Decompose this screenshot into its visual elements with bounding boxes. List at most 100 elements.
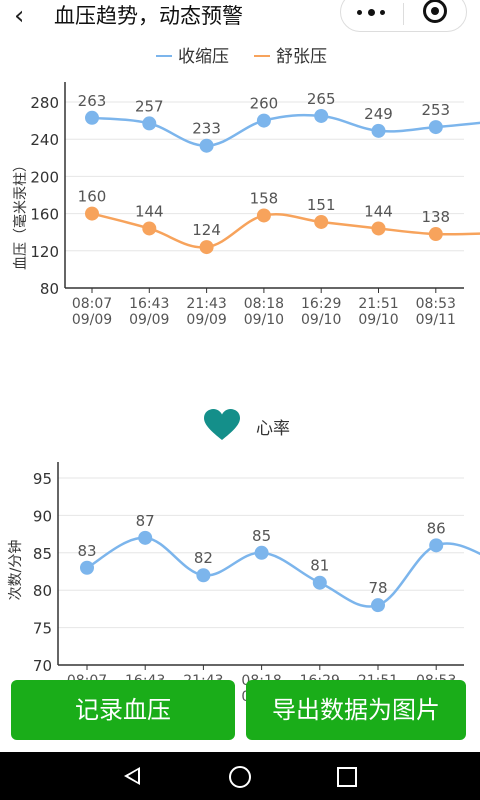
data-label: 160: [78, 188, 107, 206]
data-label: 144: [135, 202, 164, 220]
data-label: 265: [307, 90, 336, 108]
x-tick-label: 09/09: [72, 312, 112, 328]
data-point: [142, 221, 157, 236]
blood-pressure-chart: 收缩压 舒张压 血压（毫米汞柱） 80 120 160 200 240 280 08:07…: [12, 47, 480, 328]
hr-y-axis-title: 次数/分钟: [7, 540, 24, 601]
hr-axes: [57, 462, 464, 670]
series-line: [91, 212, 480, 249]
y-tick-label: 90: [33, 507, 52, 525]
data-label: 81: [310, 557, 329, 575]
x-tick-label: 16:29: [301, 296, 341, 312]
export-image-button[interactable]: 导出数据为图片: [246, 680, 466, 740]
data-label: 260: [250, 95, 279, 113]
legend-diastolic-label[interactable]: 舒张压: [276, 47, 327, 67]
data-point: [254, 545, 269, 560]
x-tick-label: 09/11: [416, 312, 456, 328]
more-dots-icon[interactable]: [357, 5, 389, 19]
bp-legend: 收缩压 舒张压: [156, 47, 327, 67]
data-point: [85, 110, 99, 125]
nav-home-icon[interactable]: [229, 766, 251, 788]
data-label: 82: [194, 549, 213, 567]
x-tick-label: 08:18: [244, 296, 284, 312]
data-label: 85: [252, 527, 271, 545]
x-tick-label: 09/09: [186, 312, 226, 328]
data-label: 124: [192, 221, 221, 239]
data-point: [256, 113, 271, 128]
hr-y-tick-labels: 70 75 80 85 90 95: [33, 470, 52, 675]
data-point: [199, 240, 214, 255]
data-label: 78: [368, 579, 387, 597]
data-label: 257: [135, 97, 164, 115]
x-tick-label: 09/09: [129, 312, 169, 328]
data-point: [371, 221, 386, 236]
x-tick-label: 21:43: [186, 296, 226, 312]
nav-back-icon-inner: [128, 770, 138, 782]
legend-systolic-label[interactable]: 收缩压: [178, 47, 229, 67]
hr-series: 83 87 82 85 81 78 86: [77, 512, 480, 613]
data-label: 87: [136, 512, 155, 530]
y-tick-label: 85: [33, 545, 52, 563]
data-point: [199, 138, 214, 153]
hr-gridlines: [58, 477, 464, 666]
y-tick-label: 80: [40, 280, 59, 298]
data-label: 249: [364, 105, 393, 123]
y-tick-label: 75: [33, 620, 52, 638]
bp-series: 263 257 233 260 265 249 253 160 144 124 158 151 144 1…: [78, 90, 480, 255]
data-point: [142, 116, 157, 131]
data-label: 138: [421, 208, 450, 226]
x-tick-label: 09/10: [244, 312, 284, 328]
data-label: 158: [250, 189, 279, 207]
data-point: [314, 108, 329, 123]
x-tick-label: 09/10: [301, 312, 341, 328]
x-tick-label: 16:43: [129, 296, 169, 312]
system-nav-bar: [0, 752, 480, 800]
data-point: [428, 227, 443, 242]
data-point: [429, 538, 444, 553]
y-tick-label: 280: [30, 94, 59, 112]
y-tick-label: 120: [30, 243, 59, 261]
x-tick-label: 08:53: [416, 296, 456, 312]
x-tick-label: 21:51: [358, 296, 398, 312]
capsule-close-icon[interactable]: [423, 0, 447, 23]
bp-axes: [64, 82, 464, 293]
x-tick-label: 08:07: [72, 296, 112, 312]
capsule-divider: [403, 3, 404, 25]
data-point: [196, 568, 211, 583]
data-point: [256, 208, 271, 223]
y-tick-label: 240: [30, 131, 59, 149]
bp-x-tick-labels: 08:0709/0916:4309/0921:4309/0908:1809/10…: [72, 296, 456, 328]
back-arrow-icon[interactable]: ‹: [14, 1, 25, 31]
data-label: 253: [421, 101, 450, 119]
data-point: [371, 123, 386, 138]
series-line: [91, 113, 480, 147]
data-point: [80, 560, 94, 575]
data-label: 233: [192, 120, 221, 138]
data-point: [312, 575, 327, 590]
series-line: [86, 536, 480, 608]
y-tick-label: 70: [33, 657, 52, 675]
nav-recent-icon[interactable]: [337, 767, 357, 787]
bp-y-tick-labels: 80 120 160 200 240 280: [30, 94, 59, 298]
heart-rate-header: 心率: [0, 400, 480, 450]
y-tick-label: 200: [30, 168, 59, 186]
y-tick-label: 160: [30, 206, 59, 224]
bp-y-axis-title: 血压（毫米汞柱）: [12, 158, 29, 270]
heart-icon: [204, 409, 240, 440]
mini-program-capsule: [340, 0, 467, 32]
data-point: [138, 530, 153, 545]
page-title: 血压趋势，动态预警: [54, 4, 243, 28]
heart-rate-title: 心率: [256, 419, 290, 439]
data-label: 151: [307, 196, 336, 214]
data-point: [428, 120, 443, 135]
x-tick-label: 09/10: [358, 312, 398, 328]
y-tick-label: 80: [33, 582, 52, 600]
record-blood-pressure-button[interactable]: 记录血压: [11, 680, 235, 740]
data-point: [85, 206, 99, 221]
data-point: [314, 214, 329, 229]
data-label: 144: [364, 202, 393, 220]
top-bar: ‹ 血压趋势，动态预警: [0, 0, 480, 34]
data-label: 263: [78, 92, 107, 110]
y-tick-label: 95: [33, 470, 52, 488]
data-label: 86: [427, 519, 446, 537]
